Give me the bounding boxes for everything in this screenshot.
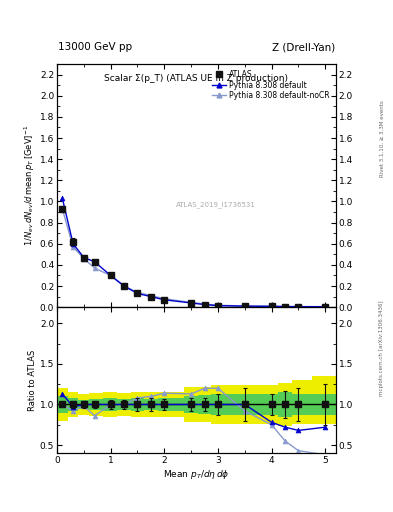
Text: Z (Drell-Yan): Z (Drell-Yan): [272, 42, 335, 52]
Pythia 8.308 default-noCR: [122, 283, 127, 289]
Pythia 8.308 default: [189, 300, 193, 306]
Pythia 8.308 default: [202, 302, 207, 308]
Pythia 8.308 default-noCR: [216, 302, 220, 308]
Pythia 8.308 default-noCR: [108, 272, 113, 279]
Text: 13000 GeV pp: 13000 GeV pp: [58, 42, 132, 52]
Pythia 8.308 default-noCR: [162, 295, 167, 302]
Legend: ATLAS, Pythia 8.308 default, Pythia 8.308 default-noCR: ATLAS, Pythia 8.308 default, Pythia 8.30…: [210, 68, 332, 102]
Pythia 8.308 default-noCR: [189, 300, 193, 306]
Y-axis label: $1/N_{ev}\,dN_{ev}/d\,\mathrm{mean}\,p_T\,[\mathrm{GeV}]^{-1}$: $1/N_{ev}\,dN_{ev}/d\,\mathrm{mean}\,p_T…: [23, 125, 37, 246]
Pythia 8.308 default: [81, 254, 86, 261]
Pythia 8.308 default-noCR: [323, 304, 328, 310]
Y-axis label: Ratio to ATLAS: Ratio to ATLAS: [28, 350, 37, 411]
Pythia 8.308 default: [149, 293, 153, 300]
Pythia 8.308 default-noCR: [269, 303, 274, 309]
Pythia 8.308 default-noCR: [135, 289, 140, 295]
Pythia 8.308 default: [60, 195, 65, 201]
Pythia 8.308 default-noCR: [81, 255, 86, 262]
Pythia 8.308 default-noCR: [60, 206, 65, 212]
Pythia 8.308 default: [92, 259, 97, 265]
Pythia 8.308 default-noCR: [202, 301, 207, 307]
Text: Rivet 3.1.10, ≥ 3.3M events: Rivet 3.1.10, ≥ 3.3M events: [380, 100, 384, 177]
Pythia 8.308 default-noCR: [71, 244, 75, 250]
Pythia 8.308 default: [283, 304, 287, 310]
Pythia 8.308 default: [323, 304, 328, 310]
Line: Pythia 8.308 default-noCR: Pythia 8.308 default-noCR: [60, 206, 328, 309]
Pythia 8.308 default: [71, 241, 75, 247]
Pythia 8.308 default-noCR: [149, 292, 153, 298]
Text: ATLAS_2019_I1736531: ATLAS_2019_I1736531: [176, 202, 256, 208]
Line: Pythia 8.308 default: Pythia 8.308 default: [60, 196, 328, 309]
Text: Scalar Σ(p_T) (ATLAS UE in Z production): Scalar Σ(p_T) (ATLAS UE in Z production): [105, 74, 288, 83]
Pythia 8.308 default: [108, 272, 113, 279]
Pythia 8.308 default-noCR: [92, 265, 97, 271]
Pythia 8.308 default-noCR: [242, 303, 247, 309]
Pythia 8.308 default-noCR: [283, 304, 287, 310]
Pythia 8.308 default: [242, 303, 247, 309]
Pythia 8.308 default: [269, 303, 274, 309]
Pythia 8.308 default: [296, 304, 301, 310]
Pythia 8.308 default: [162, 297, 167, 303]
Text: mcplots.cern.ch [arXiv:1306.3436]: mcplots.cern.ch [arXiv:1306.3436]: [380, 301, 384, 396]
X-axis label: Mean $p_T/d\eta\,d\phi$: Mean $p_T/d\eta\,d\phi$: [163, 467, 230, 481]
Pythia 8.308 default: [216, 303, 220, 309]
Pythia 8.308 default: [135, 290, 140, 296]
Pythia 8.308 default-noCR: [296, 304, 301, 310]
Pythia 8.308 default: [122, 283, 127, 289]
